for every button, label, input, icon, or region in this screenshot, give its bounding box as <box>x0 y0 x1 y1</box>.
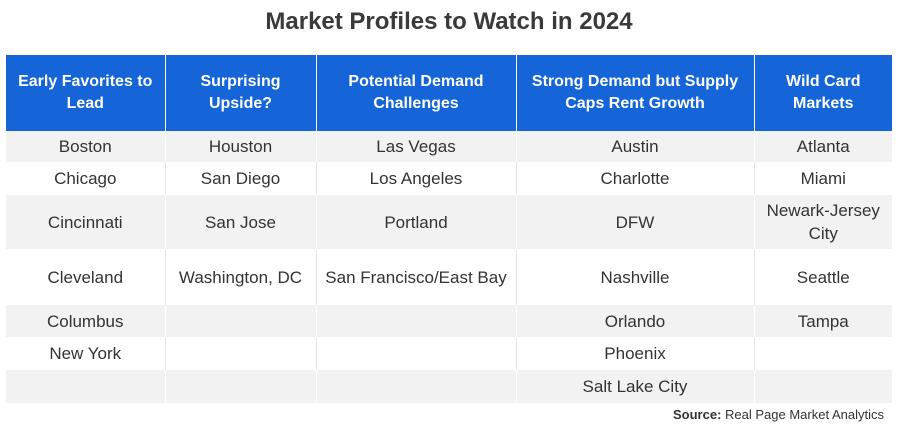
market-profiles-table: Early Favorites to Lead Surprising Upsid… <box>6 55 892 403</box>
table-cell: Los Angeles <box>315 162 517 195</box>
table-cell: Seattle <box>753 249 892 305</box>
table-cell <box>753 370 892 403</box>
table-cell <box>315 305 517 337</box>
column-header: Surprising Upside? <box>164 55 317 131</box>
table-cell: Charlotte <box>515 162 755 195</box>
table-cell: San Francisco/East Bay <box>315 249 517 305</box>
table-cell: Austin <box>515 131 755 162</box>
table-row: Cleveland Washington, DC San Francisco/E… <box>6 249 892 305</box>
source-note: Source: Real Page Market Analytics <box>673 406 884 424</box>
table-cell: Nashville <box>515 249 755 305</box>
table-cell: Cleveland <box>6 249 166 305</box>
table-cell: Washington, DC <box>164 249 317 305</box>
column-header: Potential Demand Challenges <box>315 55 517 131</box>
table-cell <box>315 370 517 403</box>
table-cell <box>164 337 317 370</box>
table-cell: Columbus <box>6 305 166 337</box>
table-cell: Las Vegas <box>315 131 517 162</box>
source-label: Source: <box>673 407 722 422</box>
table-cell <box>315 337 517 370</box>
table-header-row: Early Favorites to Lead Surprising Upsid… <box>6 55 892 131</box>
table-row: Salt Lake City <box>6 370 892 403</box>
table-cell: Miami <box>753 162 892 195</box>
table-cell <box>164 370 317 403</box>
table-cell: Orlando <box>515 305 755 337</box>
column-header: Wild Card Markets <box>753 55 892 131</box>
table-row: Boston Houston Las Vegas Austin Atlanta <box>6 131 892 162</box>
table-cell: Houston <box>164 131 317 162</box>
table-row: New York Phoenix <box>6 337 892 370</box>
table-cell <box>753 337 892 370</box>
table-cell <box>6 370 166 403</box>
source-text: Real Page Market Analytics <box>725 407 884 422</box>
table-cell: Chicago <box>6 162 166 195</box>
table-row: Columbus Orlando Tampa <box>6 305 892 337</box>
table-cell: DFW <box>515 195 755 249</box>
table-cell: Tampa <box>753 305 892 337</box>
table-cell: San Diego <box>164 162 317 195</box>
table-cell: Salt Lake City <box>515 370 755 403</box>
table-cell: San Jose <box>164 195 317 249</box>
table-cell: Cincinnati <box>6 195 166 249</box>
table-cell: Phoenix <box>515 337 755 370</box>
table-cell: Atlanta <box>753 131 892 162</box>
column-header: Early Favorites to Lead <box>6 55 166 131</box>
table-cell <box>164 305 317 337</box>
table-row: Chicago San Diego Los Angeles Charlotte … <box>6 162 892 195</box>
table-cell: Newark-Jersey City <box>753 195 892 249</box>
table-cell: Portland <box>315 195 517 249</box>
table-row: Cincinnati San Jose Portland DFW Newark-… <box>6 195 892 249</box>
table-cell: New York <box>6 337 166 370</box>
page-title: Market Profiles to Watch in 2024 <box>265 8 633 35</box>
column-header: Strong Demand but Supply Caps Rent Growt… <box>515 55 755 131</box>
table-cell: Boston <box>6 131 166 162</box>
